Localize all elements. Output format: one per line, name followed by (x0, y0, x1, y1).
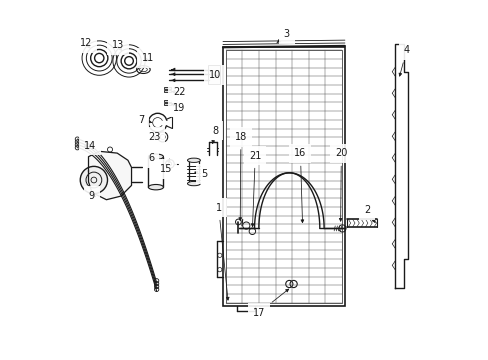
Text: 11: 11 (142, 53, 154, 63)
Bar (164, 100, 171, 102)
Polygon shape (88, 151, 131, 200)
Bar (164, 103, 171, 105)
Bar (223, 47, 344, 306)
Text: 20: 20 (334, 148, 347, 221)
Text: 5: 5 (194, 169, 207, 179)
Text: 23: 23 (148, 132, 160, 142)
Bar (225, 50, 341, 303)
Ellipse shape (148, 184, 163, 190)
Text: 21: 21 (248, 150, 261, 226)
Text: 22: 22 (172, 87, 185, 98)
Text: 7: 7 (138, 115, 152, 125)
Text: 15: 15 (160, 159, 172, 174)
Bar (148, 157, 163, 187)
Text: 19: 19 (171, 103, 185, 113)
Text: 6: 6 (148, 153, 154, 163)
Bar (188, 160, 199, 184)
Text: 13: 13 (112, 40, 124, 51)
Ellipse shape (148, 154, 163, 159)
Ellipse shape (187, 181, 200, 186)
Text: 3: 3 (276, 30, 289, 43)
Text: 2: 2 (363, 206, 374, 223)
Text: 10: 10 (208, 70, 221, 80)
Text: 14: 14 (83, 140, 96, 150)
Text: 9: 9 (88, 191, 96, 201)
Text: 17: 17 (252, 289, 288, 318)
Text: 1: 1 (215, 203, 229, 300)
Circle shape (80, 166, 107, 194)
Text: 8: 8 (211, 126, 218, 143)
Bar (164, 90, 171, 92)
Text: 4: 4 (398, 45, 409, 76)
Text: 12: 12 (80, 38, 92, 48)
Text: 16: 16 (294, 148, 306, 222)
Ellipse shape (187, 158, 200, 162)
Text: 18: 18 (234, 132, 246, 220)
Bar (164, 87, 171, 89)
FancyBboxPatch shape (207, 65, 220, 84)
